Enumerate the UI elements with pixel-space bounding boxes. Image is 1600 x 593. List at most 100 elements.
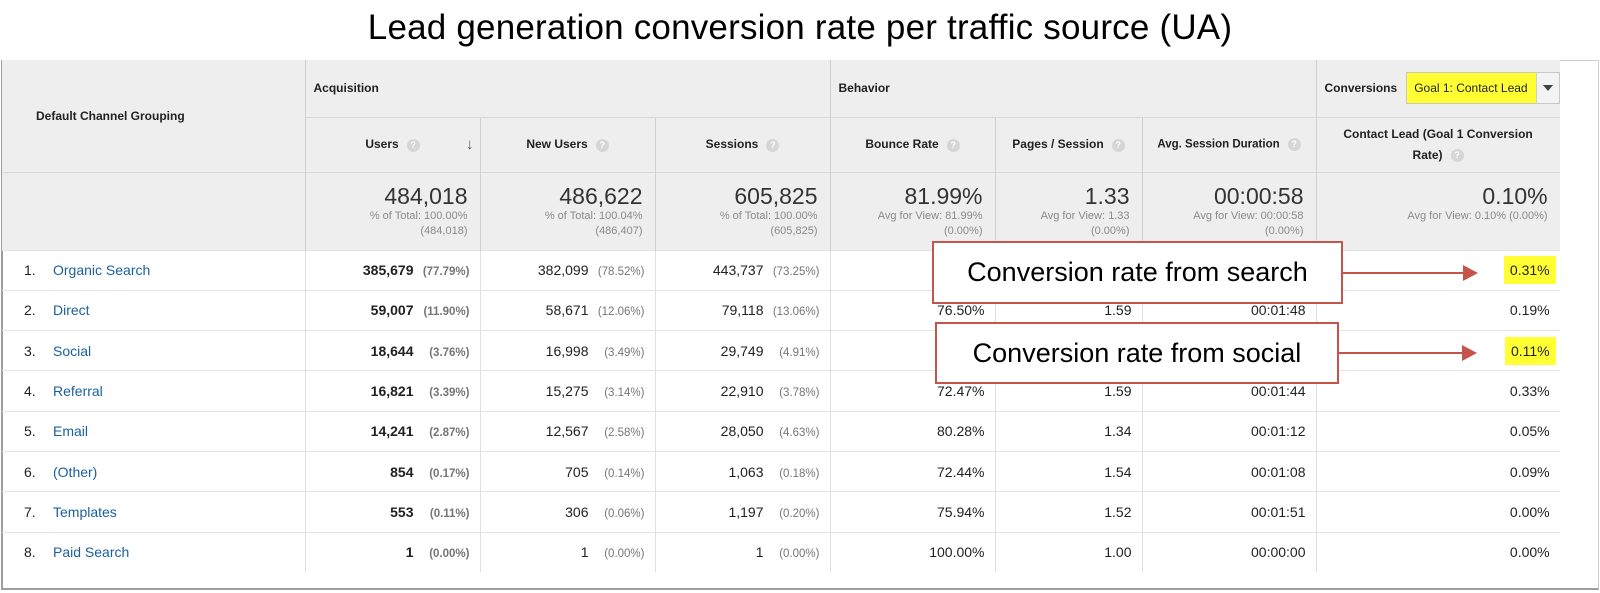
annotation-search: Conversion rate from search: [932, 241, 1343, 304]
users-percent: (0.11%): [429, 507, 470, 520]
users-value: 553: [390, 503, 414, 520]
column-label-avg-session-duration: Avg. Session Duration: [1157, 138, 1280, 151]
conversion-rate-cell: 0.09%: [1315, 450, 1560, 492]
help-icon[interactable]: ?: [595, 138, 609, 152]
users-cell: 385,679 (77.79%): [304, 249, 480, 291]
help-icon[interactable]: ?: [946, 138, 960, 152]
bounce-rate-cell: 80.28%: [829, 410, 995, 452]
users-percent: (11.90%): [423, 306, 470, 319]
sessions-percent: (0.18%): [779, 467, 820, 480]
conversion-rate-cell: 0.05%: [1315, 410, 1560, 452]
new-users-percent: (12.06%): [597, 306, 645, 319]
users-percent: (3.76%): [429, 346, 470, 359]
column-label-bounce-rate: Bounce Rate: [865, 137, 939, 152]
table-row: 8. Paid Search 1 (0.00%) 1 (0.00%) 1 (0.00%) 100…: [2, 531, 1560, 573]
users-percent: (0.17%): [429, 467, 470, 480]
pages-session-cell: 1.52: [994, 491, 1142, 533]
sessions-value: 22,910: [720, 383, 764, 400]
users-value: 14,241: [370, 423, 414, 440]
total-new-users: 486,622% of Total: 100.04% (486,407): [479, 171, 655, 250]
users-cell: 59,007 (11.90%): [304, 289, 480, 331]
channel-cell: 3. Social: [2, 330, 305, 371]
channel-cell: 4. Referral: [2, 370, 305, 412]
channel-link[interactable]: Organic Search: [53, 262, 151, 279]
users-value: 1: [405, 544, 414, 561]
conversion-rate-cell: 0.19%: [1315, 289, 1560, 331]
pages-session-cell: 1.54: [994, 450, 1142, 492]
sessions-value: 1: [755, 544, 764, 561]
column-label-new-users: New Users: [526, 137, 588, 152]
goal-select-dropdown[interactable]: Goal 1: Contact Lead: [1406, 72, 1560, 105]
pages-session-cell: 1.34: [994, 410, 1142, 452]
sessions-percent: (4.63%): [779, 427, 820, 440]
column-header-conversion-rate[interactable]: Contact Lead (Goal 1 Conversion Rate)?: [1315, 116, 1560, 172]
sessions-value: 29,749: [720, 342, 764, 359]
table-row: 6. (Other) 854 (0.17%) 705 (0.14%) 1,063 (0.18%…: [2, 450, 1560, 492]
new-users-percent: (0.00%): [604, 548, 645, 561]
channel-link[interactable]: Social: [53, 342, 92, 359]
sort-descending-icon[interactable]: ↓: [466, 135, 474, 153]
sessions-value: 443,737: [712, 262, 764, 279]
total-users: 484,018% of Total: 100.00% (484,018): [304, 171, 480, 250]
new-users-cell: 15,275 (3.14%): [479, 370, 655, 412]
sessions-value: 1,063: [728, 463, 764, 480]
column-header-sessions[interactable]: Sessions?: [654, 116, 830, 172]
column-label-sessions: Sessions: [705, 137, 759, 152]
users-cell: 1 (0.00%): [304, 531, 480, 573]
channel-link[interactable]: Templates: [53, 503, 117, 520]
channel-cell: 1. Organic Search: [2, 249, 305, 291]
new-users-percent: (3.14%): [604, 387, 645, 400]
users-cell: 16,821 (3.39%): [304, 370, 480, 412]
conversion-rate-value: 0.05%: [1509, 423, 1550, 440]
channel-cell: 7. Templates: [2, 491, 305, 533]
users-percent: (77.79%): [422, 266, 470, 279]
help-icon[interactable]: ?: [766, 138, 780, 152]
new-users-value: 15,275: [545, 383, 589, 400]
new-users-percent: (2.58%): [604, 427, 645, 440]
channel-link[interactable]: Direct: [53, 302, 90, 319]
channel-link[interactable]: Email: [53, 423, 89, 440]
bounce-rate-cell: 72.44%: [829, 450, 995, 492]
channel-cell: 8. Paid Search: [2, 531, 305, 573]
row-number: 6.: [24, 463, 36, 480]
sessions-cell: 443,737 (73.25%): [654, 249, 830, 291]
channel-link[interactable]: Paid Search: [53, 544, 130, 561]
header-behavior: Behavior: [829, 60, 1316, 117]
channel-link[interactable]: Referral: [53, 383, 103, 400]
users-percent: (0.00%): [429, 548, 470, 561]
help-icon[interactable]: ?: [406, 138, 420, 152]
users-value: 385,679: [362, 262, 414, 279]
goal-select-value: Goal 1: Contact Lead: [1414, 81, 1528, 96]
column-header-new-users[interactable]: New Users?: [479, 116, 655, 172]
column-header-pages-session[interactable]: Pages / Session?: [994, 116, 1142, 172]
avg-duration-cell: 00:01:51: [1141, 491, 1316, 533]
sessions-percent: (0.20%): [779, 507, 820, 520]
arrow-head-icon: [1463, 265, 1478, 281]
sessions-percent: (3.78%): [779, 387, 820, 400]
help-icon[interactable]: ?: [1111, 138, 1125, 152]
row-number: 3.: [24, 342, 36, 359]
channel-link[interactable]: (Other): [53, 463, 98, 480]
users-cell: 14,241 (2.87%): [304, 410, 480, 452]
chevron-down-icon[interactable]: [1535, 73, 1559, 104]
new-users-cell: 12,567 (2.58%): [479, 410, 655, 452]
column-label-conversion-rate: Contact Lead (Goal 1 Conversion Rate): [1343, 126, 1533, 162]
conversion-rate-value: 0.00%: [1509, 503, 1550, 520]
sessions-percent: (0.00%): [779, 548, 820, 561]
column-header-bounce-rate[interactable]: Bounce Rate?: [829, 116, 995, 172]
help-icon[interactable]: ?: [1450, 148, 1464, 162]
row-number: 2.: [24, 302, 36, 319]
new-users-value: 1: [580, 544, 589, 561]
new-users-percent: (0.06%): [604, 507, 645, 520]
new-users-cell: 16,998 (3.49%): [479, 330, 655, 371]
total-conversion-rate: 0.10% Avg for View: 0.10% (0.00%): [1315, 171, 1560, 250]
totals-label-cell: [2, 171, 305, 250]
new-users-percent: (78.52%): [597, 266, 645, 279]
sessions-percent: (73.25%): [772, 266, 820, 279]
sessions-value: 28,050: [720, 423, 764, 440]
column-header-users[interactable]: Users? ↓: [304, 116, 480, 172]
help-icon[interactable]: ?: [1287, 138, 1301, 151]
column-label-users: Users: [365, 137, 399, 152]
column-header-avg-session-duration[interactable]: Avg. Session Duration?: [1141, 116, 1316, 172]
header-channel-grouping: Default Channel Grouping: [2, 60, 306, 172]
